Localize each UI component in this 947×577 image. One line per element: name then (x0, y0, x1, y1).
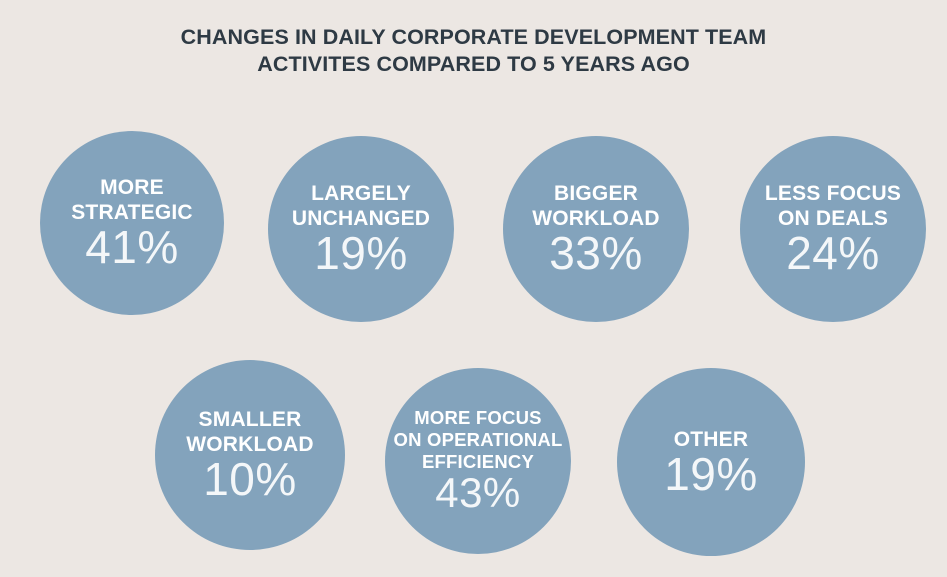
bubble-largely-unchanged: LARGELY UNCHANGED 19% (268, 136, 454, 322)
page-title: CHANGES IN DAILY CORPORATE DEVELOPMENT T… (180, 25, 767, 76)
bubble-label: SMALLER WORKLOAD (186, 408, 314, 456)
bubble-label: MORE STRATEGIC (71, 176, 193, 224)
bubble-value: 41% (85, 221, 179, 273)
bubble-label: OTHER (673, 427, 749, 451)
bubble-less-focus-on-deals: LESS FOCUS ON DEALS 24% (740, 136, 926, 322)
bubble-more-focus-on-operational-efficiency: MORE FOCUS ON OPERATIONAL EFFICIENCY 43% (385, 368, 571, 554)
bubble-label: LESS FOCUS ON DEALS (764, 182, 902, 230)
bubble-more-strategic: MORE STRATEGIC 41% (40, 131, 224, 315)
bubble-value: 19% (664, 447, 758, 500)
bubble-label: BIGGER WORKLOAD (532, 182, 660, 230)
bubble-smaller-workload: SMALLER WORKLOAD 10% (155, 360, 345, 550)
bubble-other: OTHER 19% (617, 368, 805, 556)
bubble-label: MORE FOCUS ON OPERATIONAL EFFICIENCY (393, 407, 563, 472)
bubble-value: 19% (314, 227, 408, 279)
bubble-value: 24% (786, 227, 880, 279)
bubble-value: 33% (549, 227, 643, 279)
bubble-bigger-workload: BIGGER WORKLOAD 33% (503, 136, 689, 322)
bubble-value: 43% (435, 469, 521, 516)
bubble-label: LARGELY UNCHANGED (291, 182, 431, 230)
bubble-value: 10% (203, 453, 297, 505)
